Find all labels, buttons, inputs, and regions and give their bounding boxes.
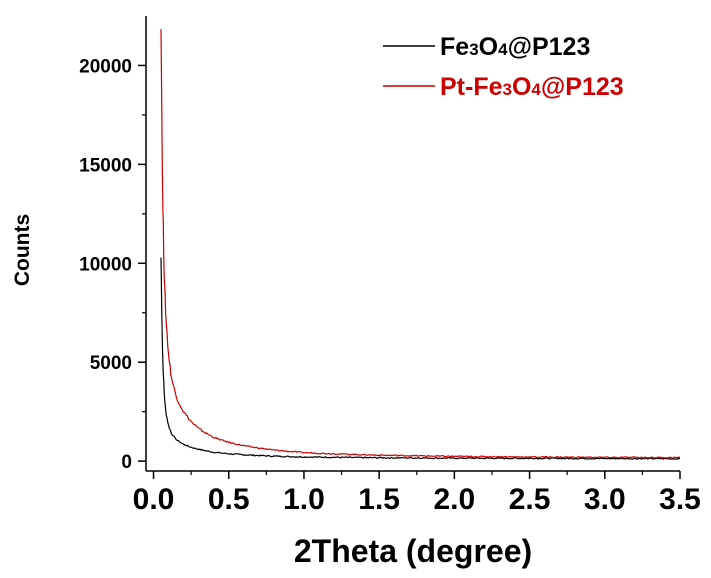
- series-line-1: [160, 257, 681, 460]
- x-tick-label: 0.0: [133, 483, 175, 516]
- series-line-2: [160, 29, 681, 459]
- y-axis-title: Counts: [11, 214, 34, 286]
- y-tick-label: 5000: [90, 353, 132, 374]
- axes: [145, 16, 680, 472]
- legend-label-2: Pt-Fe3O4@P123: [440, 73, 624, 101]
- legend-entry-1: Fe3O4@P123: [383, 33, 590, 61]
- legend: Fe3O4@P123 Pt-Fe3O4@P123: [383, 33, 624, 101]
- y-tick-label: 0: [121, 452, 132, 473]
- x-axis-title: 2Theta (degree): [294, 533, 532, 569]
- x-tick-label: 1.5: [358, 483, 400, 516]
- x-tick-label: 0.5: [208, 483, 250, 516]
- x-tick-label: 3.0: [584, 483, 626, 516]
- x-tick-label: 2.0: [434, 483, 476, 516]
- legend-label-1: Fe3O4@P123: [440, 33, 590, 61]
- x-tick-label: 3.5: [659, 483, 701, 516]
- y-tick-label: 10000: [79, 254, 132, 275]
- ticks: 0 5000 10000 15000 20000 0.0 0.5 1.0 1.5 2.0 2.5 3.…: [79, 56, 701, 516]
- x-tick-label: 1.0: [283, 483, 325, 516]
- legend-entry-2: Pt-Fe3O4@P123: [383, 73, 624, 101]
- plot-area: [160, 29, 681, 460]
- x-tick-label: 2.5: [509, 483, 551, 516]
- y-tick-label: 20000: [79, 56, 132, 77]
- y-tick-label: 15000: [79, 155, 132, 176]
